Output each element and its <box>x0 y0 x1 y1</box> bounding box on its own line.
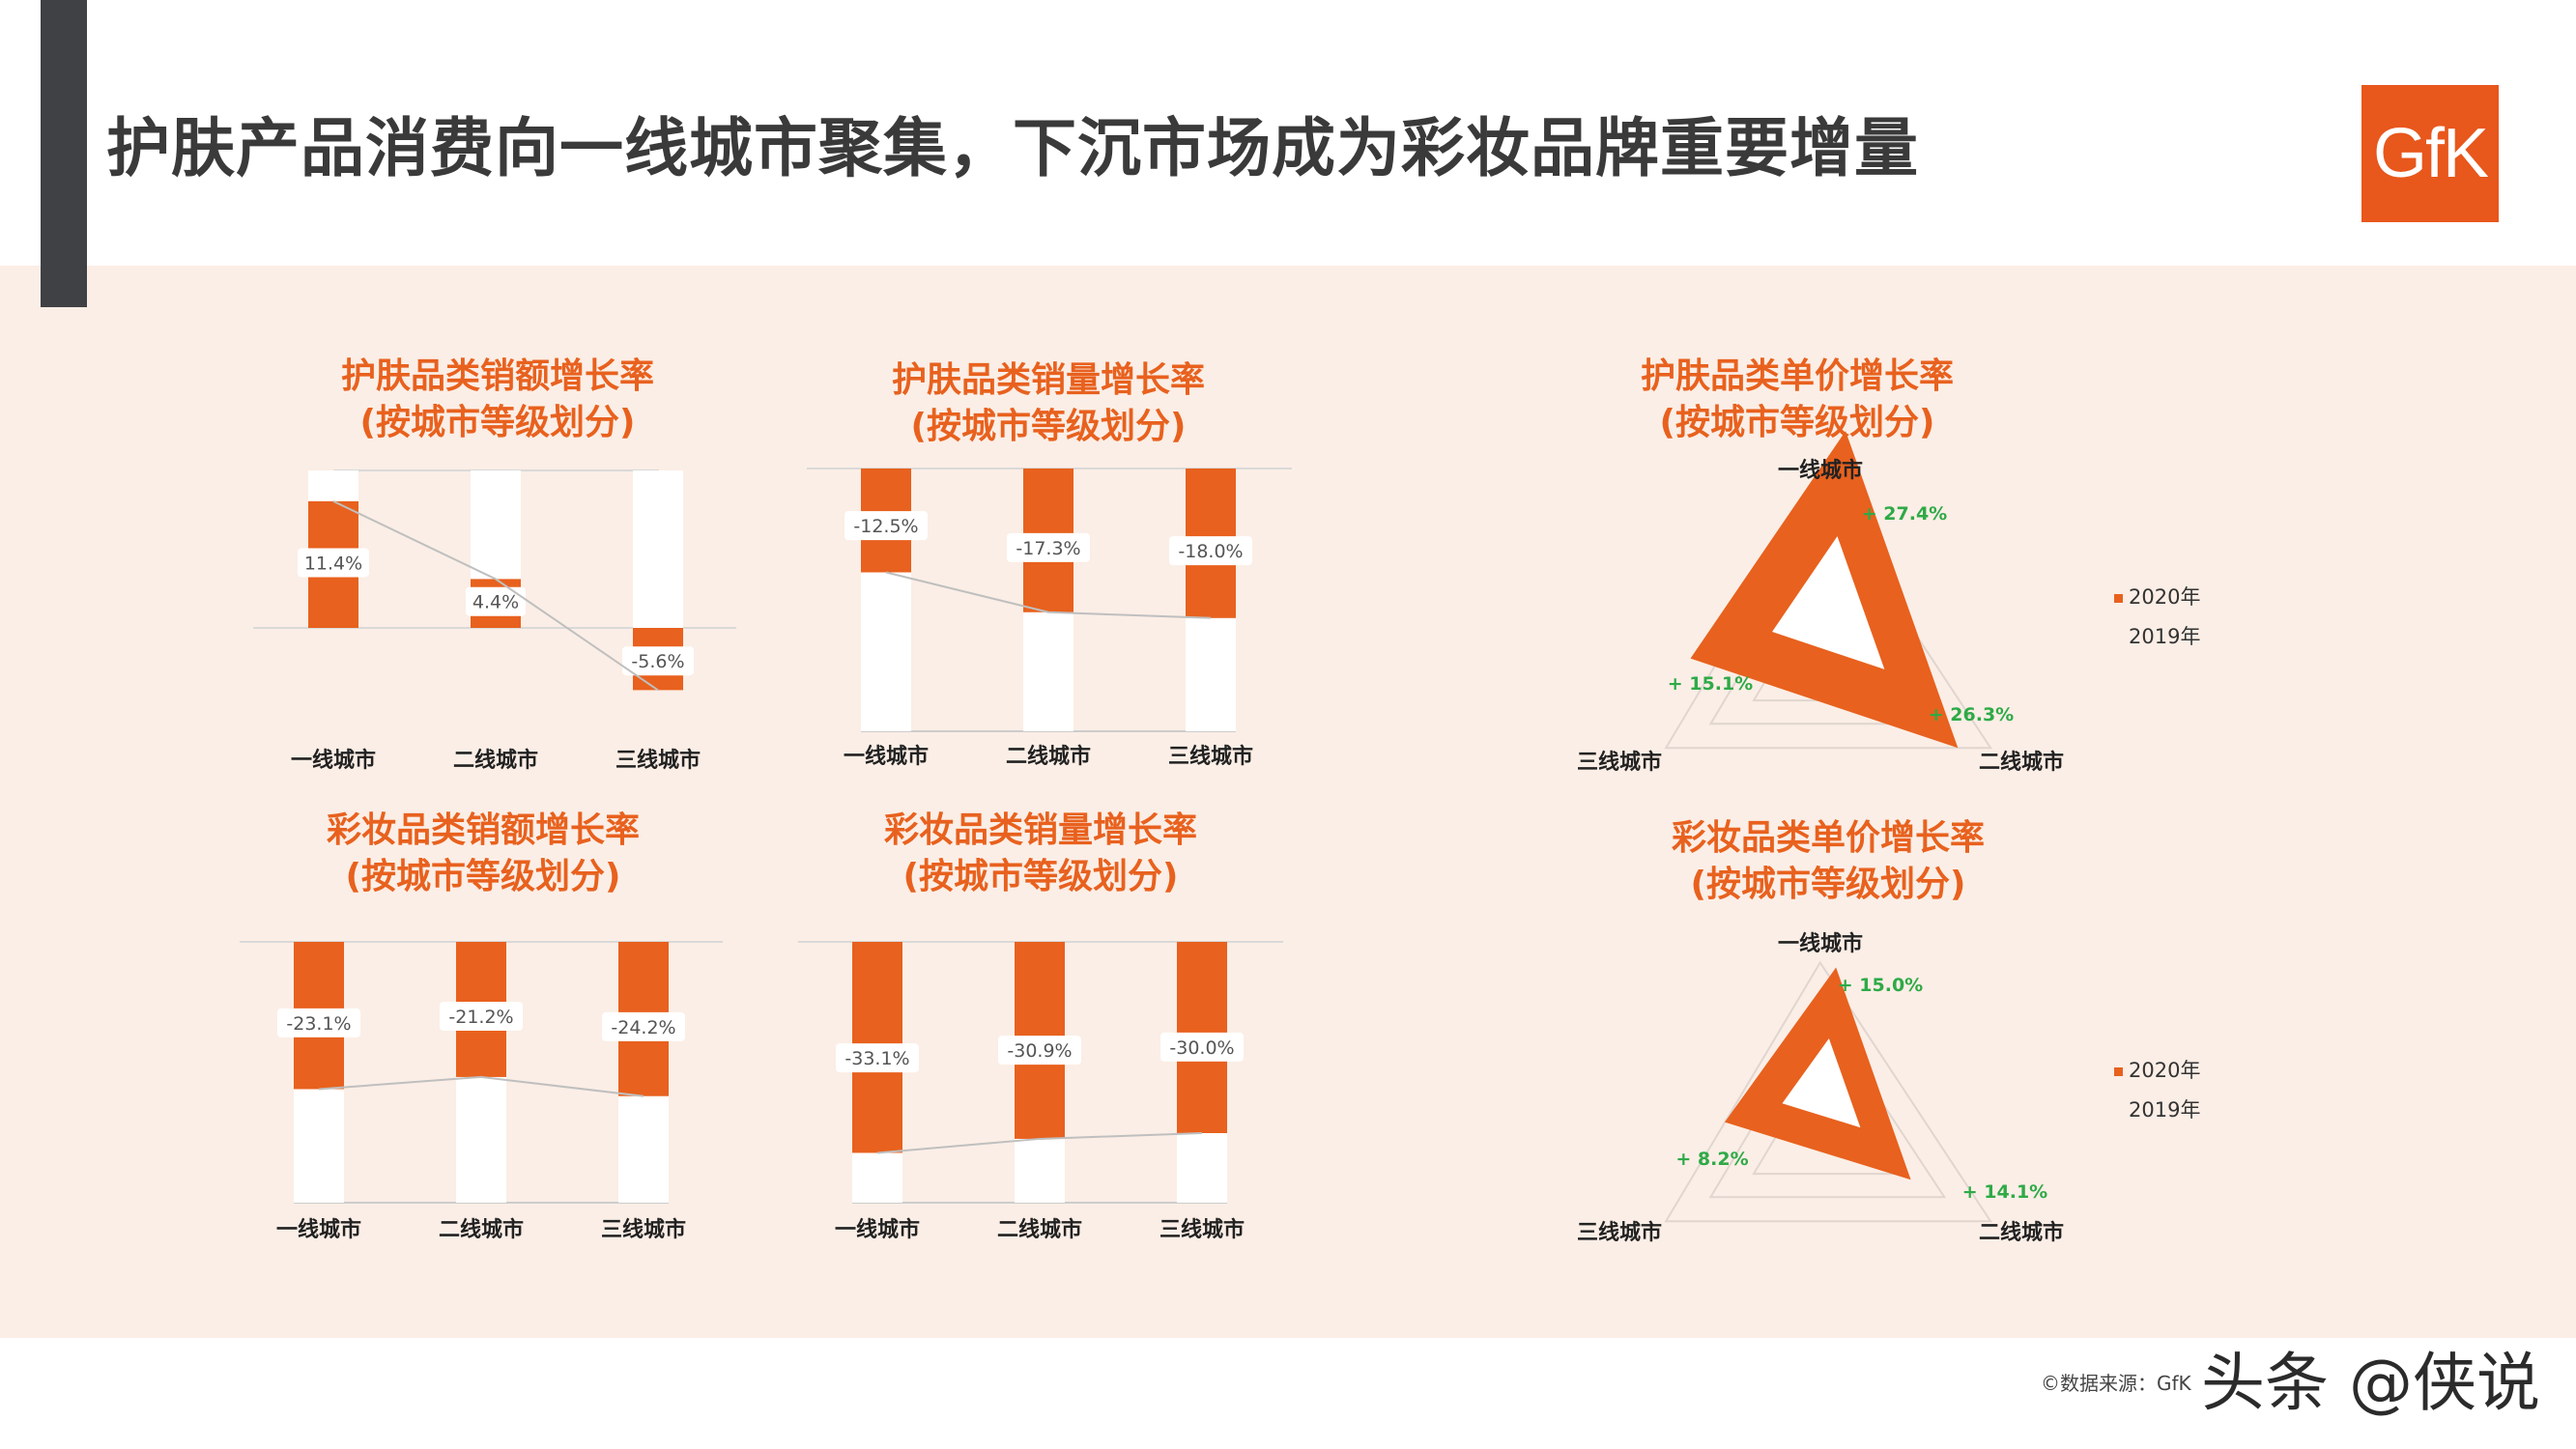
category-label: 三线城市 <box>1159 1217 1245 1242</box>
data-label: -5.6% <box>631 651 684 672</box>
data-label-bg <box>622 646 694 676</box>
chart-title-text: 彩妆品类销量增长率 <box>883 810 1197 850</box>
value-label: + 26.3% <box>1929 704 2014 725</box>
chart-subtitle-text: (按城市等级划分) <box>902 857 1179 896</box>
axis-label: 一线城市 <box>1778 458 1863 483</box>
legend-label: 2020年 <box>2129 585 2201 609</box>
category-label: 一线城市 <box>276 1217 361 1242</box>
data-label: -30.9% <box>1007 1040 1072 1062</box>
value-label: + 27.4% <box>1862 503 1947 525</box>
data-label-bg <box>998 1036 1081 1065</box>
chart-title-skincare-price: 护肤品类单价增长率 (按城市等级划分) <box>1589 354 2005 446</box>
category-label: 二线城市 <box>997 1217 1082 1242</box>
category-label: 一线城市 <box>835 1217 920 1242</box>
chart-title-makeup-sales: 彩妆品类销额增长率 (按城市等级划分) <box>275 808 691 900</box>
data-label-bg <box>1007 532 1090 562</box>
chart-subtitle-text: (按城市等级划分) <box>359 403 636 442</box>
chart-subtitle-text: (按城市等级划分) <box>1659 403 1935 442</box>
data-label: -24.2% <box>611 1017 675 1038</box>
axis-label: 一线城市 <box>1778 931 1863 956</box>
legend-swatch <box>2114 593 2123 603</box>
connector-line <box>318 1075 644 1097</box>
category-label: 二线城市 <box>453 748 538 773</box>
data-label-bg <box>836 1043 919 1073</box>
radar-chart <box>1664 431 1992 750</box>
category-label: 一线城市 <box>844 744 929 769</box>
data-label-bg <box>440 1001 523 1031</box>
gfk-logo: GfK <box>2361 85 2499 222</box>
chart-title-text: 彩妆品类销额增长率 <box>326 810 640 850</box>
category-label: 三线城市 <box>1168 744 1253 769</box>
logo-text: GfK <box>2372 115 2489 192</box>
category-label: 二线城市 <box>439 1217 524 1242</box>
legend-item-2019: 2019年 <box>2114 617 2200 657</box>
radar-chart <box>1664 960 1992 1223</box>
watermark: 头条 @侠说 <box>2201 1346 2540 1420</box>
chart-title-text: 护肤品类销额增长率 <box>340 356 654 396</box>
legend-label: 2019年 <box>2129 625 2201 648</box>
axis-label: 三线城市 <box>1577 750 1662 775</box>
legend-item-2019: 2019年 <box>2114 1091 2200 1130</box>
data-label: -33.1% <box>844 1048 909 1069</box>
content-background <box>0 266 2576 1338</box>
chart-title-skincare-volume: 护肤品类销量增长率 (按城市等级划分) <box>841 357 1256 450</box>
chart-title-text: 护肤品类销量增长率 <box>891 360 1205 400</box>
radar-series-2019 <box>1782 1037 1861 1128</box>
data-label: 4.4% <box>472 592 519 613</box>
page-title: 护肤产品消费向一线城市聚集，下沉市场成为彩妆品牌重要增量 <box>106 111 1919 185</box>
data-label-bg <box>466 586 526 616</box>
axis-label: 二线城市 <box>1979 1220 2064 1245</box>
legend-skincare-price: 2020年 2019年 <box>2114 578 2200 657</box>
data-label: -12.5% <box>853 516 918 537</box>
data-label: -18.0% <box>1178 541 1243 562</box>
value-label: + 14.1% <box>1962 1181 2047 1203</box>
legend-swatch <box>2114 1066 2123 1076</box>
data-label-bg <box>602 1011 685 1041</box>
radar-series-2019 <box>1772 536 1885 669</box>
data-label-bg <box>1160 1032 1244 1062</box>
chart-title-text: 彩妆品类单价增长率 <box>1671 818 1985 858</box>
chart-subtitle-text: (按城市等级划分) <box>1690 865 1966 904</box>
data-label-bg <box>844 511 928 541</box>
chart-title-makeup-price: 彩妆品类单价增长率 (按城市等级划分) <box>1620 815 2036 908</box>
connector-line <box>885 571 1212 619</box>
axis-label: 三线城市 <box>1577 1220 1662 1245</box>
data-label-bg <box>277 1008 360 1037</box>
value-label: + 15.1% <box>1668 673 1753 695</box>
data-label: 11.4% <box>304 553 362 574</box>
chart-title-text: 护肤品类单价增长率 <box>1640 356 1954 396</box>
radar-grid <box>1664 960 1992 1223</box>
data-label: -17.3% <box>1016 538 1080 559</box>
chart-subtitle-text: (按城市等级划分) <box>910 407 1187 446</box>
data-label: -21.2% <box>448 1007 513 1028</box>
legend-makeup-price: 2020年 2019年 <box>2114 1051 2200 1130</box>
legend-item-2020: 2020年 <box>2114 1051 2200 1091</box>
data-label: -30.0% <box>1169 1037 1234 1059</box>
category-label: 二线城市 <box>1006 744 1091 769</box>
category-label: 一线城市 <box>291 748 376 773</box>
category-label: 三线城市 <box>615 748 701 773</box>
chart-subtitle-text: (按城市等级划分) <box>345 857 621 896</box>
data-source-note: ©数据来源：GfK <box>2041 1372 2191 1395</box>
data-label-bg <box>1169 536 1252 566</box>
value-label: + 8.2% <box>1675 1149 1748 1170</box>
category-label: 三线城市 <box>601 1217 686 1242</box>
data-label: -23.1% <box>286 1013 351 1035</box>
connector-line <box>332 499 659 692</box>
legend-item-2020: 2020年 <box>2114 578 2200 617</box>
legend-label: 2020年 <box>2129 1059 2201 1082</box>
data-label-bg <box>298 548 369 578</box>
chart-title-skincare-sales: 护肤品类销额增长率 (按城市等级划分) <box>290 354 705 446</box>
axis-label: 二线城市 <box>1979 750 2064 775</box>
value-label: + 15.0% <box>1838 975 1923 996</box>
title-accent-bar <box>41 0 87 307</box>
legend-label: 2019年 <box>2129 1098 2201 1122</box>
connector-line <box>876 1132 1203 1154</box>
chart-title-makeup-volume: 彩妆品类销量增长率 (按城市等级划分) <box>833 808 1248 900</box>
